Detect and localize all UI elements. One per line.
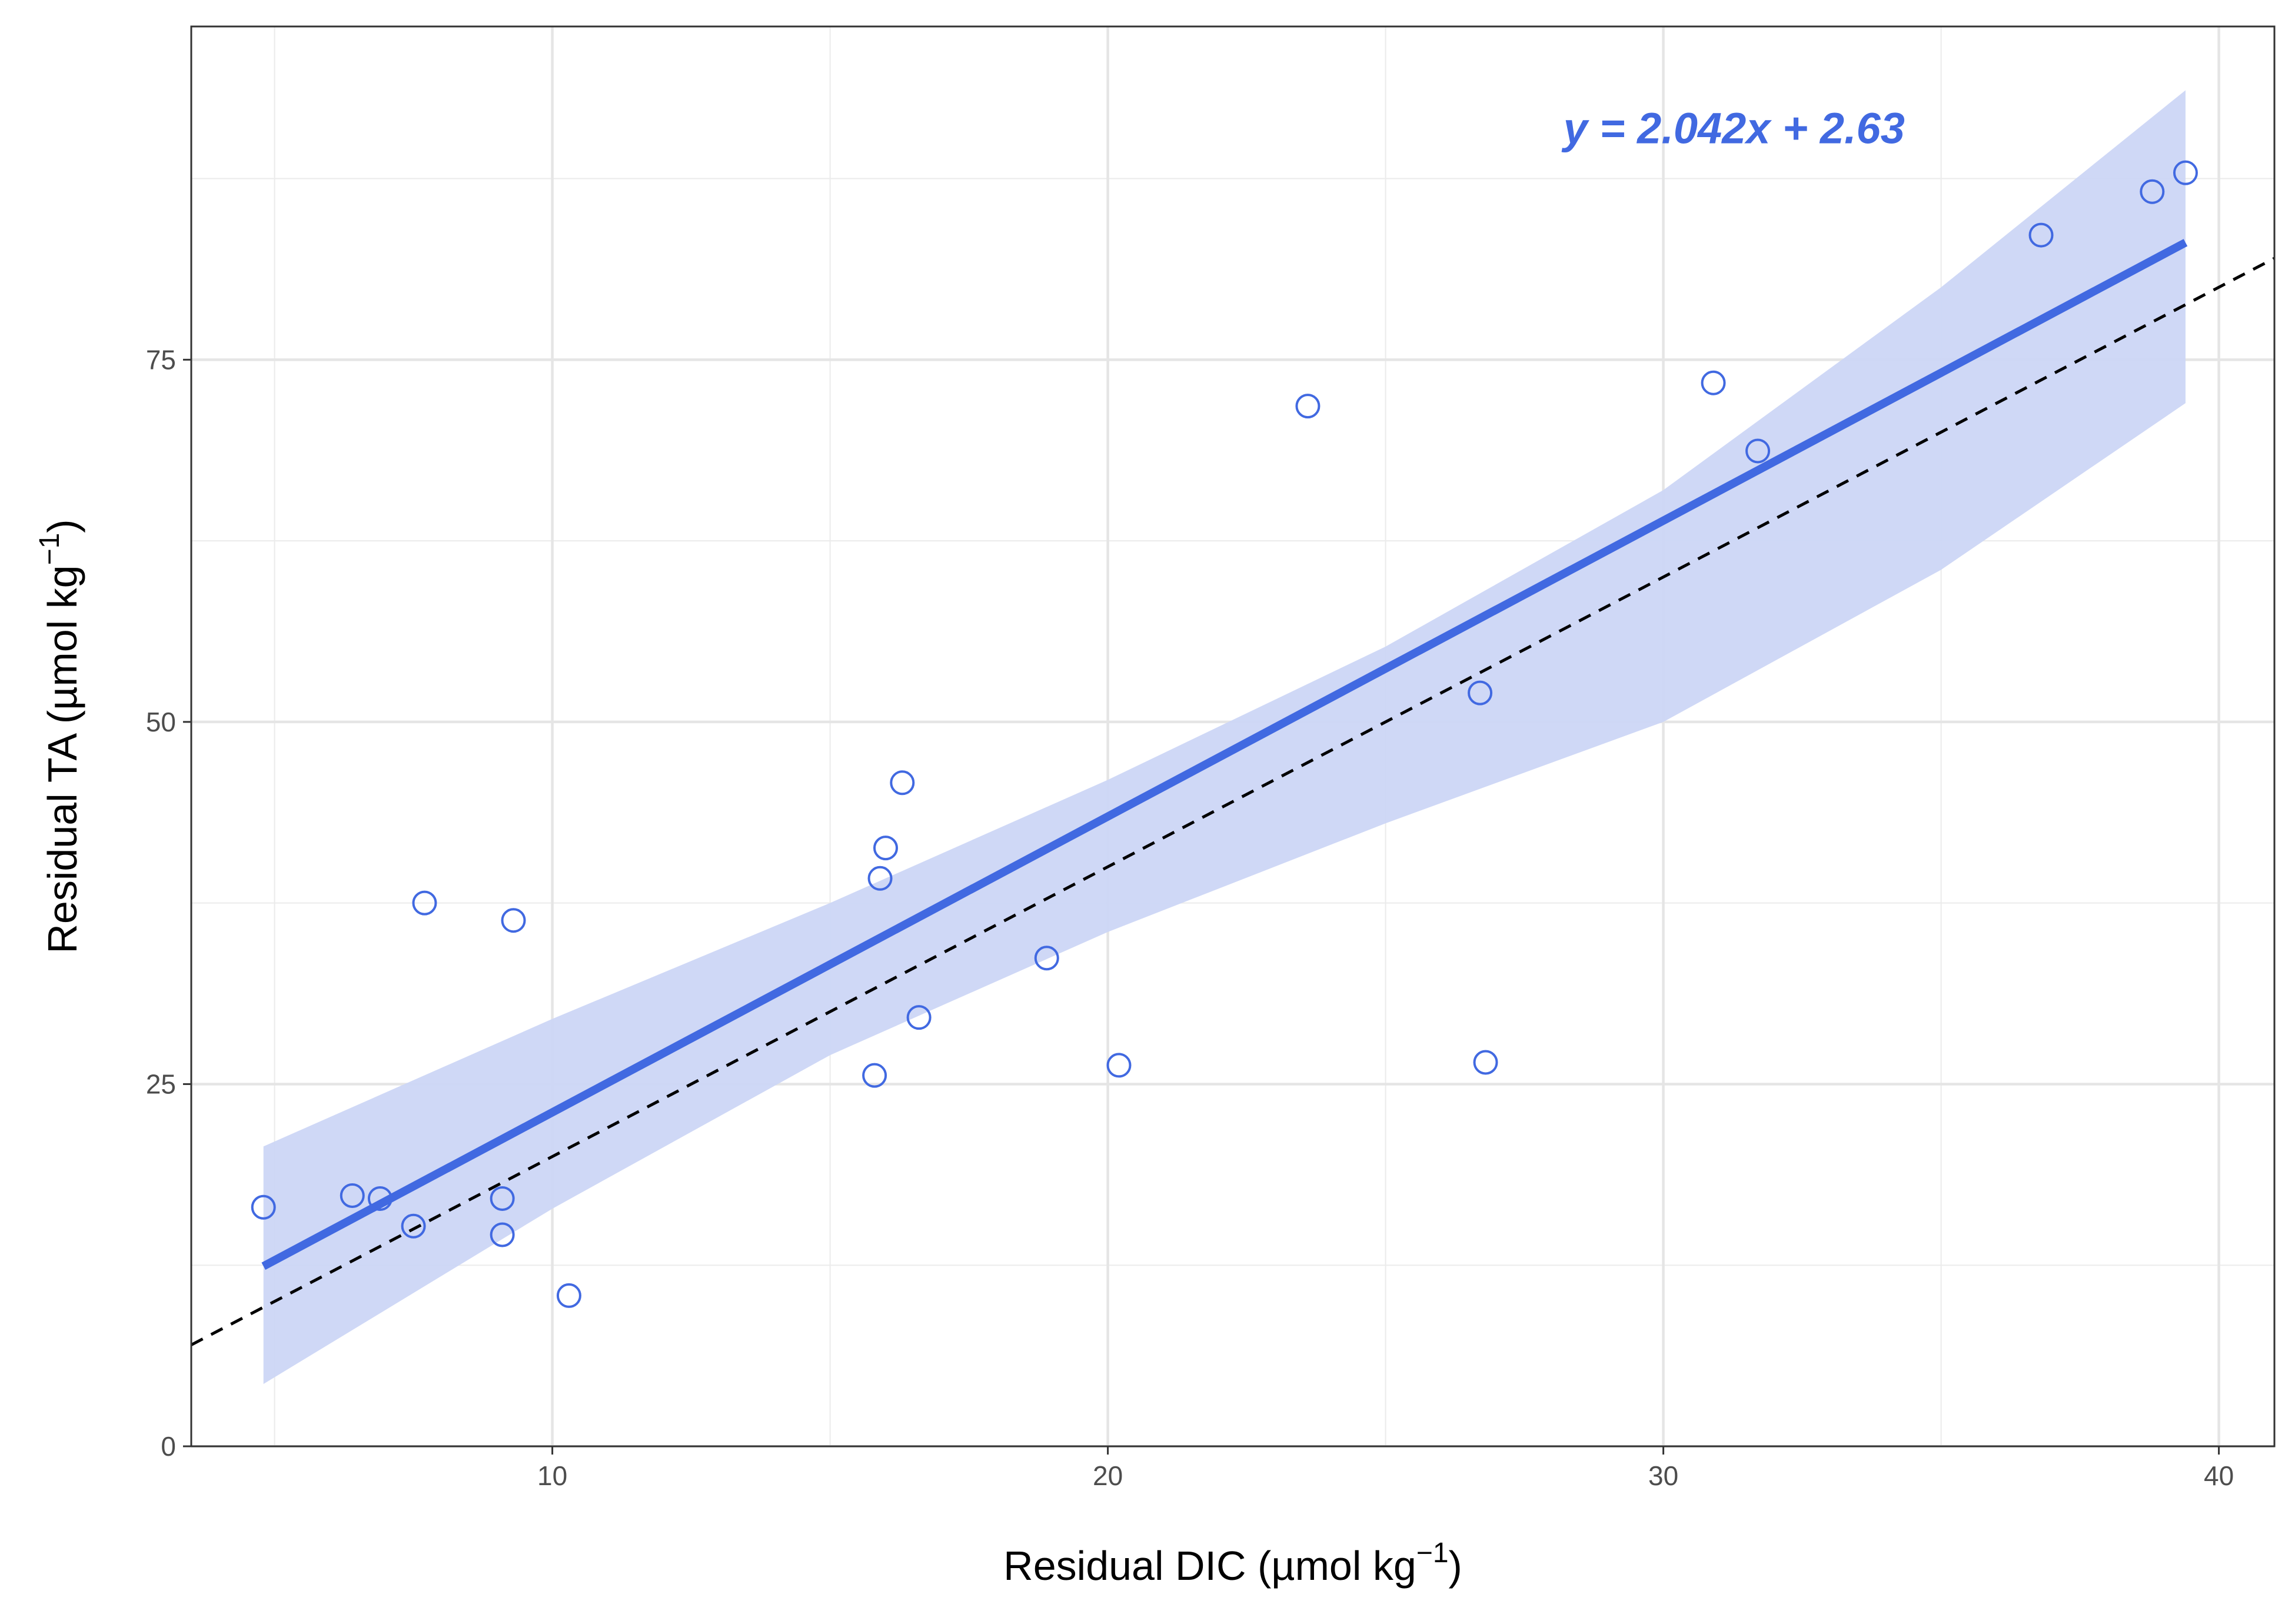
y-axis-ticks: 0 25 50 75 xyxy=(146,344,191,1462)
data-point xyxy=(490,1222,515,1247)
confidence-band xyxy=(263,90,2186,1385)
data-point xyxy=(340,1183,365,1209)
data-point xyxy=(1106,1053,1132,1078)
y-tick-label: 50 xyxy=(146,707,176,737)
data-point xyxy=(2028,222,2054,248)
data-point xyxy=(1034,946,1059,971)
data-point xyxy=(490,1186,515,1211)
data-point xyxy=(556,1283,581,1308)
data-point xyxy=(890,770,915,796)
data-point xyxy=(412,890,437,916)
reference-line xyxy=(191,257,2274,1346)
data-point xyxy=(401,1213,426,1239)
y-axis-title: Residual TA (µmol kg−1) xyxy=(34,519,85,953)
data-points xyxy=(251,160,2198,1308)
plot-border xyxy=(190,25,2276,1447)
y-tick-label: 0 xyxy=(161,1431,176,1462)
data-point xyxy=(1745,438,1771,464)
data-point xyxy=(501,908,526,933)
x-axis-title: Residual DIC (µmol kg−1) xyxy=(1003,1538,1462,1589)
regression-equation: y = 2.042x + 2.63 xyxy=(1561,104,1905,152)
regression-line xyxy=(261,239,2188,1270)
data-point xyxy=(251,1194,276,1220)
data-point xyxy=(2173,160,2198,185)
y-tick-label: 75 xyxy=(146,344,176,375)
data-point xyxy=(867,866,893,891)
y-tick-label: 25 xyxy=(146,1069,176,1099)
data-point xyxy=(873,836,898,861)
data-point xyxy=(1295,394,1321,419)
data-point xyxy=(862,1063,887,1088)
data-point xyxy=(1473,1050,1498,1075)
data-point xyxy=(906,1005,932,1030)
data-point xyxy=(1701,370,1726,395)
data-point xyxy=(1468,680,1493,705)
x-axis-ticks: 10 20 30 40 xyxy=(537,1446,2234,1491)
data-point xyxy=(2140,179,2165,204)
data-point xyxy=(367,1186,393,1211)
x-tick-label: 30 xyxy=(1648,1460,1678,1491)
x-tick-label: 40 xyxy=(2204,1460,2234,1491)
x-tick-label: 20 xyxy=(1093,1460,1123,1491)
x-tick-label: 10 xyxy=(537,1460,567,1491)
